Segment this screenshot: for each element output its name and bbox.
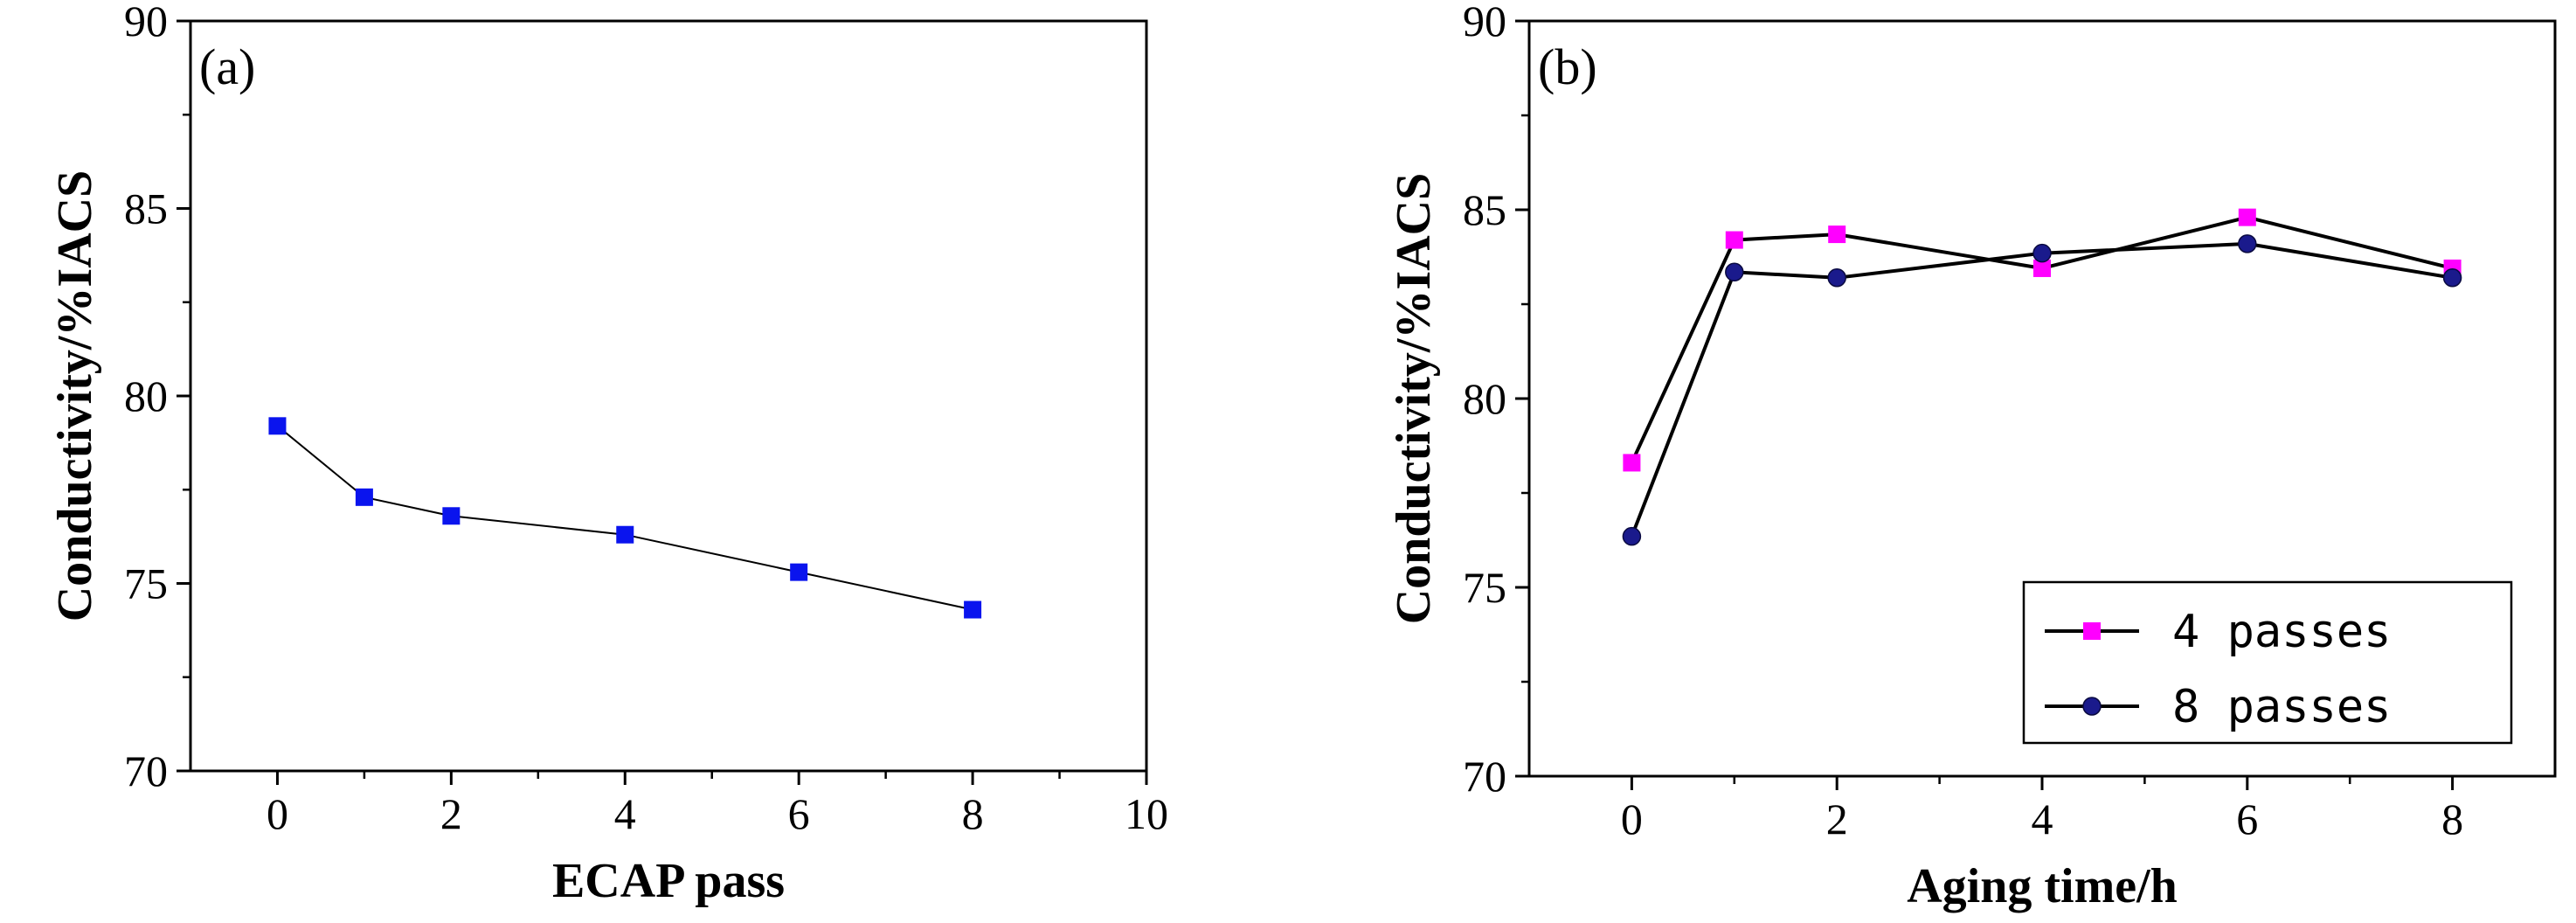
x-tick-label-a-4: 8	[962, 789, 984, 838]
data-point-b-1-5	[2442, 268, 2462, 288]
x-tick-label-b-4: 8	[2441, 795, 2463, 843]
panel-label-b: (b)	[1538, 38, 1597, 95]
x-tick-label-a-5: 10	[1125, 789, 1168, 838]
data-point-a-0-5	[964, 600, 982, 619]
y-tick-label-a-4: 90	[124, 0, 168, 45]
x-tick-label-b-0: 0	[1621, 795, 1643, 843]
x-tick-label-a-2: 4	[614, 789, 636, 838]
x-tick-label-a-0: 0	[267, 789, 288, 838]
series-line-b-0	[1630, 215, 2454, 464]
data-point-b-0-3	[2033, 259, 2051, 277]
data-point-a-0-1	[355, 488, 373, 506]
y-tick-label-b-3: 85	[1463, 185, 1506, 234]
data-point-b-1-2	[1827, 268, 1846, 288]
legend-label-8-passes: 8 passes	[2172, 681, 2391, 733]
data-point-a-0-4	[790, 563, 808, 581]
legend-marker-8-passes	[2082, 697, 2102, 716]
data-point-b-0-0	[1623, 454, 1641, 472]
data-point-b-1-3	[2032, 243, 2052, 263]
legend-marker-4-passes	[2083, 622, 2101, 640]
x-axis-title-b: Aging time/h	[1907, 859, 2178, 913]
data-point-b-1-4	[2238, 234, 2257, 253]
chart-panel-b: 0 2 4 6 8 70 75 80 85 90 (b) Aging time/h Conduct…	[1387, 0, 2557, 913]
y-tick-label-b-1: 75	[1463, 563, 1506, 612]
legend-label-4-passes: 4 passes	[2172, 606, 2391, 658]
data-point-b-0-1	[1725, 231, 1743, 249]
y-axis-title-a: Conductivity/%IACS	[48, 170, 102, 622]
y-tick-label-b-4: 90	[1463, 0, 1506, 45]
x-tick-label-a-1: 2	[440, 789, 462, 838]
y-tick-label-b-0: 70	[1463, 752, 1506, 801]
data-point-a-0-2	[442, 507, 460, 525]
x-tick-label-a-3: 6	[788, 789, 810, 838]
x-tick-label-b-3: 6	[2236, 795, 2258, 843]
x-tick-label-b-1: 2	[1826, 795, 1848, 843]
y-tick-label-a-0: 70	[124, 746, 168, 795]
plot-area-a	[190, 21, 1146, 771]
data-point-b-0-2	[1828, 226, 1846, 244]
y-tick-label-a-3: 85	[124, 184, 168, 233]
legend-box	[2022, 580, 2513, 745]
x-axis-title-a: ECAP pass	[552, 854, 785, 908]
series-line-b-1	[1630, 241, 2453, 538]
data-point-b-1-0	[1622, 526, 1642, 546]
data-point-b-1-1	[1725, 262, 1744, 282]
y-tick-label-a-2: 80	[124, 371, 168, 420]
series-line-a-0	[276, 425, 973, 611]
y-axis-title-b: Conductivity/%IACS	[1387, 173, 1441, 625]
chart-panel-a: 0 2 4 6 8 10 70 75 80 85 90 (a) ECAP pass Conducti…	[48, 0, 1168, 908]
legend: 4 passes 8 passes	[2022, 580, 2513, 745]
data-point-b-0-4	[2238, 208, 2256, 226]
data-point-a-0-0	[268, 417, 287, 435]
data-point-a-0-3	[616, 525, 634, 544]
y-tick-label-a-1: 75	[124, 559, 168, 608]
panel-label-a: (a)	[199, 38, 255, 95]
y-tick-label-b-2: 80	[1463, 374, 1506, 423]
x-tick-label-b-2: 4	[2032, 795, 2053, 843]
